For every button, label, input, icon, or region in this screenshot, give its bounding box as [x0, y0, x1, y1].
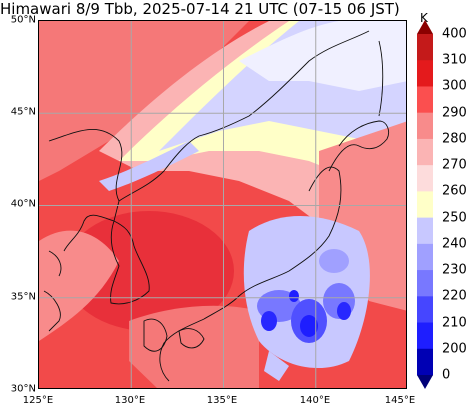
colorbar-tick-label: 0	[442, 367, 451, 383]
lon-label-125: 125°E	[22, 395, 54, 406]
colorbar-segment	[417, 243, 433, 271]
colorbar-segment	[417, 138, 433, 166]
colorbar-extend-max	[417, 20, 433, 34]
colorbar-tick-label: 210	[442, 315, 467, 331]
lon-label-140: 140°E	[299, 395, 331, 406]
satellite-map	[38, 20, 407, 389]
convective-core-4	[289, 290, 299, 302]
colorbar-tick-label: 220	[442, 288, 467, 304]
colorbar-tick-label: 400	[442, 26, 467, 42]
map-canvas	[39, 21, 406, 388]
colorbar-segment	[417, 165, 433, 192]
map-title: Himawari 8/9 Tbb, 2025-07-14 21 UTC (07-…	[0, 0, 400, 18]
colorbar-tick-label: 250	[442, 210, 467, 226]
sw-pink-band	[39, 230, 119, 341]
colorbar-tick-label: 200	[442, 341, 467, 357]
cloud-top-white	[239, 21, 406, 91]
convective-core-1	[261, 311, 277, 331]
colorbar	[417, 20, 433, 389]
colorbar-tick-label: 260	[442, 183, 467, 199]
lat-label-35: 35°N	[10, 291, 36, 303]
colorbar-extend-min	[417, 375, 433, 389]
convective-core-3	[337, 302, 351, 320]
lon-label-130: 130°E	[114, 395, 146, 406]
coastline-hokkaido	[328, 120, 390, 172]
coastline-sakhalin	[378, 40, 384, 117]
colorbar-segment	[417, 348, 433, 376]
colorbar-tick-label: 290	[442, 105, 467, 121]
nw-pink-region	[39, 21, 249, 181]
colorbar-segment	[417, 296, 433, 324]
korea-warm-core	[64, 211, 234, 331]
lat-label-40: 40°N	[10, 198, 36, 210]
coastline-russia	[118, 30, 370, 202]
colorbar-tick-label: 310	[442, 52, 467, 68]
south-pink-patch	[129, 305, 259, 388]
coastline-china	[43, 250, 62, 332]
colorbar-segment	[417, 60, 433, 87]
colorbar-segment	[417, 34, 433, 61]
colorbar-segment	[417, 86, 433, 114]
coastline-kyushu	[143, 318, 168, 352]
convective-cell-4	[319, 249, 349, 273]
colorbar-segment	[417, 270, 433, 297]
colorbar-segment	[417, 217, 433, 245]
lon-label-135: 135°E	[206, 395, 238, 406]
colorbar-tick-label: 280	[442, 131, 467, 147]
gridlines	[39, 21, 406, 388]
cloud-streak-2	[264, 351, 289, 381]
colorbar-segment	[417, 112, 433, 140]
cloud-streak-1	[99, 141, 199, 191]
colorbar-tick-label: 300	[442, 78, 467, 94]
lat-label-50: 50°N	[10, 14, 36, 26]
colorbar-unit: K	[420, 11, 428, 25]
lat-label-45: 45°N	[10, 106, 36, 118]
colorbar-segment	[417, 191, 433, 219]
lon-label-145: 145°E	[384, 395, 416, 406]
coastline-shikoku	[178, 328, 205, 349]
convective-core-2	[300, 315, 318, 337]
colorbar-tick-label: 240	[442, 236, 467, 252]
lat-label-30: 30°N	[10, 383, 36, 395]
colorbar-tick-label: 230	[442, 262, 467, 278]
colorbar-tick-label: 270	[442, 157, 467, 173]
coastline-honshu	[159, 166, 342, 382]
colorbar-segment	[417, 322, 433, 350]
